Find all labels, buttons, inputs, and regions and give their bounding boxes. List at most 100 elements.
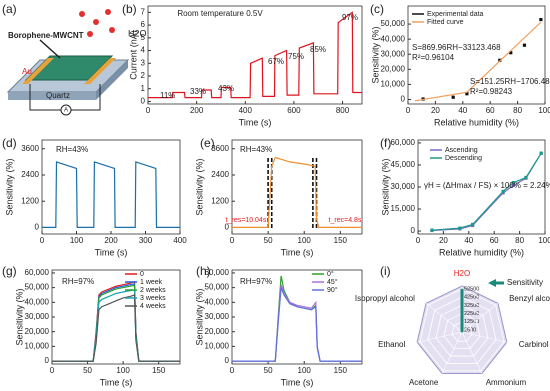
plot-frame [231,139,363,235]
y-tick-label: 6 [141,20,146,29]
radial-tick-label: 32500 [464,303,479,309]
x-axis-label: Time (s) [239,117,272,127]
y-tick-label: 1200 [211,196,229,205]
annotation: R²=0.98243 [470,87,513,96]
electrode [84,58,116,84]
x-tick-label: 100 [70,236,84,245]
data-point [511,180,515,185]
substrate-label: Quartz [46,91,70,100]
data-point [465,92,469,96]
radial-tick-label: 12500 [464,319,479,325]
y-tick-label: 10,000 [25,341,50,350]
x-tick-label: 60 [490,236,499,245]
radial-tick-label: 22500 [464,311,479,317]
radar-ring [451,321,473,342]
radar-spoke [425,303,463,333]
annotation: S=869.96RH−33123.468 [412,43,501,52]
legend-label: Experimental data [427,11,484,18]
category-label: Benzyl alcohol [509,294,550,303]
series-line [42,161,180,228]
radar-spoke [461,331,507,343]
legend-label: 45° [327,278,338,286]
x-tick-label: 400 [239,106,253,115]
radial-tick-label: 42500 [464,295,479,301]
legend-label: 0 [140,271,144,278]
y-axis-label: Sensitivity (%) [194,158,204,215]
legend-label: 1 week [140,279,163,286]
y-tick-label: 2 [141,71,146,80]
y-tick-label: 40,000 [205,297,230,306]
film-label: Borophene-MWCNT [8,31,84,40]
x-tick-label: 80 [515,236,524,245]
x-axis-label: Relative humidity (%) [439,247,524,257]
x-tick-label: 0 [50,366,55,375]
legend-label: Descending [445,155,482,162]
series-line [148,11,362,99]
radar-ring [427,296,497,364]
panel-label: (e) [200,136,215,150]
category-label: H2O [454,269,470,278]
y-axis-label: Current (nA) [128,30,138,80]
radar-spoke [417,331,463,343]
x-tick-label: 100 [538,106,550,115]
y-axis-label: Sensitivity (%) [194,288,204,345]
water-molecules [79,9,115,37]
panel-label: (b) [122,2,137,16]
data-point [539,17,543,22]
data-point [501,189,505,194]
radar-ring [443,313,481,350]
x-axis-label: Relative humidity (%) [434,117,519,127]
data-point [524,175,528,180]
plot-frame [147,5,363,105]
y-tick-label: 0 [225,356,230,365]
x-tick-label: 20 [439,236,448,245]
x-tick-label: 0 [406,106,411,115]
y-tick-label: 1 [141,84,146,93]
legend-arrow [488,279,496,287]
y-tick-label: 10,000 [381,80,406,89]
y-tick-label: 0 [225,223,230,232]
category-label: Ammonium [486,378,527,387]
y-tick-label: 40,000 [25,297,50,306]
y-tick-label: 45,000 [391,160,416,169]
x-tick-label: 20 [431,106,440,115]
y-tick-label: 3600 [21,144,39,153]
annotation: Room temperature 0.5V [177,9,263,18]
x-tick-label: 80 [513,106,522,115]
meter-label: A [64,108,68,114]
series-line [431,152,542,231]
x-tick-label: 150 [152,366,166,375]
series-line [232,156,362,228]
radial-tick-label: 52500 [464,286,479,292]
y-tick-label: 60,000 [391,138,416,147]
x-tick-label: 0 [146,106,151,115]
legend-arrow-shaft [496,281,504,285]
y-axis-label: Sensitivity (%) [4,158,14,215]
schematic: H2O Borophene-MWCNT Au Quartz A [6,9,147,116]
y-tick-label: 30,000 [391,182,416,191]
y-tick-label: 3600 [211,144,229,153]
x-tick-label: 200 [104,236,118,245]
radar-spoke [461,303,499,333]
y-axis-label: Sensitivity (%) [380,158,390,215]
x-tick-label: 0 [40,236,45,245]
category-label: Isopropyl alcohol [355,294,415,303]
annotation: R²=0.96104 [412,53,455,62]
legend-label: 0° [327,270,334,278]
data-point [458,226,462,230]
series-line [232,287,362,362]
data-point [471,222,475,227]
x-tick-label: 50 [83,366,92,375]
legend-label: 2 weeks [140,287,166,294]
annotation: RH=97% [240,277,272,286]
y-tick-label: 0 [141,97,146,106]
x-tick-label: 50 [264,366,273,375]
series-line [232,284,362,362]
x-tick-label: 150 [334,236,348,245]
x-tick-label: 100 [116,366,130,375]
annotation: RH=43% [56,145,88,154]
series-line [431,152,542,232]
radar-spoke [441,331,463,374]
annotation: t_res=10.04s [226,217,267,224]
x-tick-label: 0 [230,236,235,245]
